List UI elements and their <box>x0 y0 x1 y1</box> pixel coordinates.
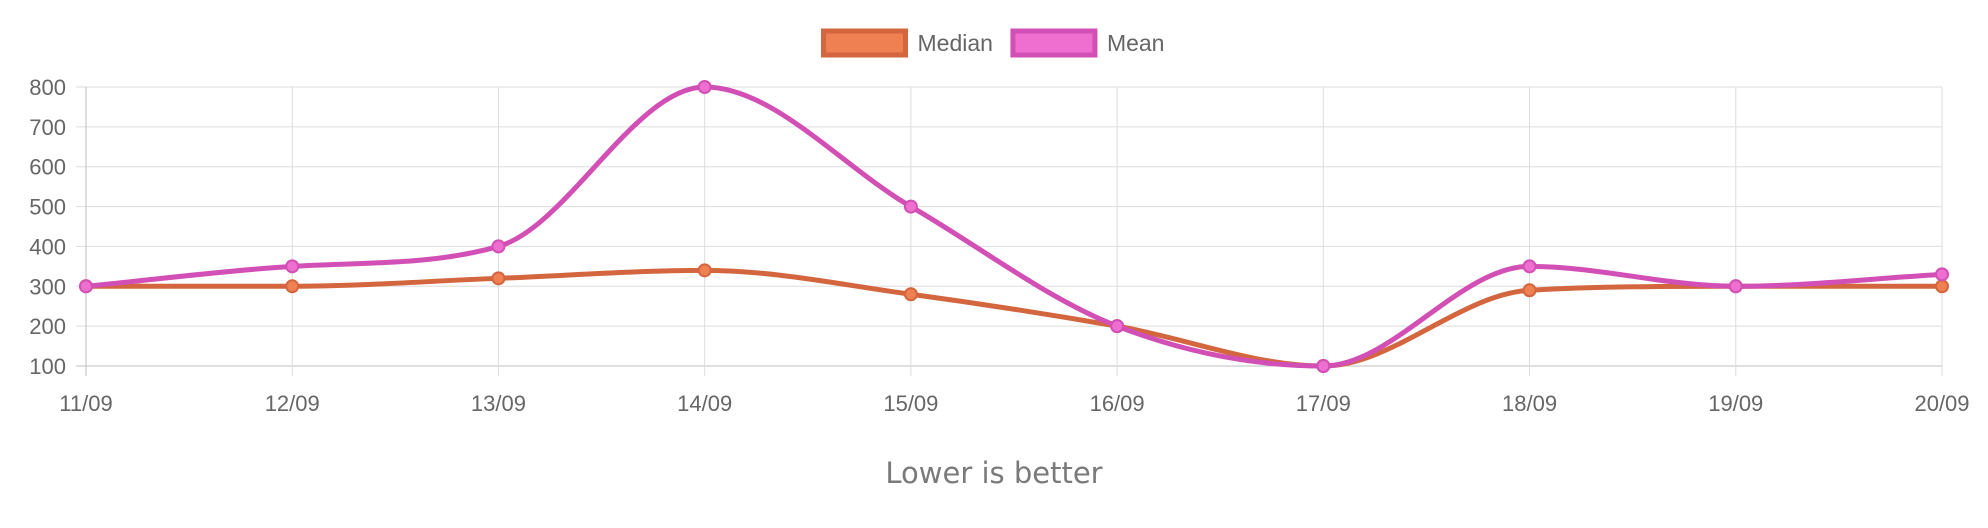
series-line-median <box>83 267 1945 369</box>
y-tick-label: 400 <box>29 234 66 259</box>
x-tick-label: 15/09 <box>883 391 938 416</box>
data-points <box>79 80 1949 373</box>
y-tick-label: 200 <box>29 314 66 339</box>
data-point-mean[interactable] <box>1522 259 1537 274</box>
data-point-median[interactable] <box>285 279 300 294</box>
legend: Median Mean <box>821 28 1165 58</box>
y-tick-label: 100 <box>29 354 66 379</box>
x-tick-label: 12/09 <box>265 391 320 416</box>
data-point-median[interactable] <box>491 271 506 286</box>
data-point-mean[interactable] <box>1935 267 1949 282</box>
data-point-mean[interactable] <box>1316 359 1331 373</box>
x-tick-label: 18/09 <box>1502 391 1557 416</box>
x-tick-label: 20/09 <box>1914 391 1969 416</box>
x-tick-label: 17/09 <box>1296 391 1351 416</box>
grid <box>76 86 1943 376</box>
y-tick-label: 500 <box>29 195 66 220</box>
legend-label-median[interactable]: Median <box>918 30 993 56</box>
x-tick-label: 14/09 <box>677 391 732 416</box>
x-tick-label: 16/09 <box>1090 391 1145 416</box>
data-point-mean[interactable] <box>1728 279 1743 294</box>
data-point-median[interactable] <box>697 263 712 278</box>
series-lines <box>83 84 1945 369</box>
y-tick-label: 700 <box>29 115 66 140</box>
x-tick-label: 11/09 <box>59 391 112 416</box>
x-tick-label: 13/09 <box>471 391 526 416</box>
legend-swatch-median[interactable] <box>821 28 909 58</box>
chart-caption: Lower is better <box>885 456 1103 490</box>
data-point-mean[interactable] <box>285 259 300 274</box>
x-tick-label: 19/09 <box>1708 391 1763 416</box>
y-tick-label: 800 <box>29 75 66 100</box>
legend-label-mean[interactable]: Mean <box>1107 30 1165 56</box>
axes: 100 200 300 400 500 600 700 800 11/09 12/09 13/09 1… <box>29 75 1969 416</box>
data-point-mean[interactable] <box>1110 319 1125 334</box>
y-tick-label: 300 <box>29 274 66 299</box>
data-point-mean[interactable] <box>903 199 918 214</box>
data-point-mean[interactable] <box>697 80 712 94</box>
y-tick-label: 600 <box>29 155 66 180</box>
data-point-mean[interactable] <box>79 279 93 294</box>
series-line-mean <box>83 84 1945 369</box>
data-point-mean[interactable] <box>491 239 506 254</box>
legend-swatch-mean[interactable] <box>1010 28 1098 58</box>
data-point-median[interactable] <box>1935 279 1949 294</box>
data-point-median[interactable] <box>1522 283 1537 298</box>
data-point-median[interactable] <box>903 287 918 302</box>
